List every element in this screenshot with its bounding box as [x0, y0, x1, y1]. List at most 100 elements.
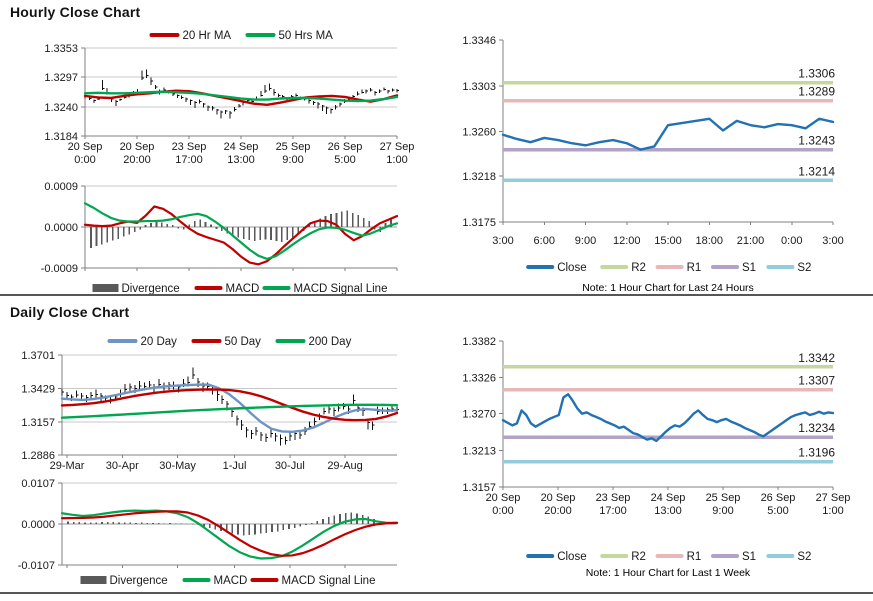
svg-text:1.3157: 1.3157	[462, 482, 496, 494]
daily-section-title: Daily Close Chart	[10, 304, 130, 320]
svg-text:1.3175: 1.3175	[462, 217, 496, 229]
daily-price-series-20-day	[60, 383, 399, 434]
svg-text:1.3326: 1.3326	[462, 372, 496, 384]
daily-pivot-legend: Close R2 R1 S1 S2	[526, 551, 811, 563]
svg-text:1.3270: 1.3270	[462, 409, 496, 421]
svg-text:R1: R1	[687, 551, 702, 563]
hourly-pivot-chart: 1.3346 1.3303 1.3260 1.3218 1.3175 3:00 6:00 9:…	[462, 35, 843, 274]
svg-text:0.0009: 0.0009	[44, 181, 78, 193]
svg-text:1.3234: 1.3234	[798, 421, 835, 435]
daily-macd-legend: Divergence MACD MACD Signal Line	[80, 575, 376, 587]
svg-text:MACD Signal Line: MACD Signal Line	[282, 575, 376, 587]
daily-macd-chart: 0.0107 0.0000 -0.0107 Divergence MACD MACD Si…	[18, 478, 399, 587]
svg-text:1.3243: 1.3243	[798, 134, 835, 148]
svg-text:S2: S2	[797, 551, 811, 563]
svg-text:1.3382: 1.3382	[462, 336, 496, 348]
svg-text:1.3346: 1.3346	[462, 35, 496, 47]
svg-text:0.0000: 0.0000	[44, 222, 78, 234]
hourly-price-series-20-hr-ma	[83, 89, 399, 106]
svg-text:0.0000: 0.0000	[21, 519, 55, 531]
svg-text:Divergence: Divergence	[122, 283, 180, 295]
daily-price-series-50-day	[60, 388, 399, 422]
svg-text:1.3306: 1.3306	[798, 67, 835, 81]
svg-text:1.2886: 1.2886	[21, 450, 55, 462]
daily-macd-series-macd-signal-line	[60, 510, 399, 557]
svg-text:1.3353: 1.3353	[44, 43, 78, 55]
daily-price-series-200-day	[60, 403, 399, 419]
svg-text:1.3429: 1.3429	[21, 383, 55, 395]
daily-pivot-level-r1: 1.3307	[503, 374, 835, 392]
daily-pivot-level-r2: 1.3342	[503, 351, 835, 369]
svg-text:12:00: 12:00	[613, 235, 641, 247]
svg-text:21:00: 21:00	[737, 235, 765, 247]
svg-text:Divergence: Divergence	[110, 575, 168, 587]
svg-text:9:00: 9:00	[575, 235, 596, 247]
svg-text:1.3701: 1.3701	[21, 350, 55, 362]
hourly-macd-chart: 0.0009 0.0000 -0.0009 Divergence MACD MACD Si…	[41, 181, 399, 295]
svg-text:S2: S2	[797, 262, 811, 274]
svg-text:29-Aug: 29-Aug	[327, 460, 362, 472]
svg-text:-0.0009: -0.0009	[41, 263, 78, 275]
svg-text:30-May: 30-May	[159, 460, 196, 472]
svg-text:R2: R2	[631, 551, 646, 563]
svg-text:29-Mar: 29-Mar	[50, 460, 85, 472]
svg-text:20 Hr MA: 20 Hr MA	[183, 30, 232, 42]
hourly-macd-series-macd	[83, 205, 399, 266]
daily-pivot-level-s2: 1.3196	[503, 446, 835, 464]
svg-text:1.3196: 1.3196	[798, 446, 835, 460]
daily-pivot-note: Note: 1 Hour Chart for Last 1 Week	[585, 567, 751, 579]
svg-text:R1: R1	[687, 262, 702, 274]
svg-text:15:00: 15:00	[654, 235, 682, 247]
hourly-pivot-series-close	[501, 117, 835, 151]
svg-text:18:00: 18:00	[695, 235, 723, 247]
svg-text:3:00: 3:00	[492, 235, 513, 247]
svg-text:1.3157: 1.3157	[21, 417, 55, 429]
hourly-macd-series-macd-signal-line	[83, 202, 399, 260]
svg-text:30-Jul: 30-Jul	[275, 460, 305, 472]
hourly-pivot-level-s2: 1.3214	[503, 164, 835, 183]
hourly-macd-legend: Divergence MACD MACD Signal Line	[92, 283, 387, 295]
hourly-pivot-level-r1: 1.3289	[503, 85, 835, 103]
svg-text:20 Day: 20 Day	[141, 336, 178, 348]
svg-text:50 Day: 50 Day	[225, 336, 262, 348]
svg-text:30-Apr: 30-Apr	[106, 460, 139, 472]
svg-text:3:00: 3:00	[822, 235, 843, 247]
svg-text:1.3240: 1.3240	[44, 102, 78, 114]
hourly-price-series-50-hrs-ma	[83, 90, 399, 103]
svg-text:1.3289: 1.3289	[798, 85, 835, 99]
svg-text:1.3218: 1.3218	[462, 171, 496, 183]
svg-text:1-Jul: 1-Jul	[223, 460, 247, 472]
svg-text:1.3213: 1.3213	[462, 446, 496, 458]
svg-text:R2: R2	[631, 262, 646, 274]
svg-text:-0.0107: -0.0107	[18, 560, 55, 572]
section-divider	[0, 294, 873, 296]
hourly-section-title: Hourly Close Chart	[10, 4, 141, 20]
svg-text:S1: S1	[742, 551, 756, 563]
svg-text:1.3303: 1.3303	[462, 81, 496, 93]
svg-text:Close: Close	[557, 551, 586, 563]
svg-text:1.3307: 1.3307	[798, 374, 835, 388]
svg-text:0.0107: 0.0107	[21, 478, 55, 490]
hourly-pivot-legend: Close R2 R1 S1 S2	[526, 262, 811, 274]
daily-pivot-level-s1: 1.3234	[503, 421, 835, 439]
svg-text:200 Day: 200 Day	[309, 336, 352, 348]
svg-text:0:00: 0:00	[781, 235, 802, 247]
hourly-pivot-note: Note: 1 Hour Chart for Last 24 Hours	[582, 282, 754, 294]
svg-text:50 Hrs MA: 50 Hrs MA	[279, 30, 334, 42]
